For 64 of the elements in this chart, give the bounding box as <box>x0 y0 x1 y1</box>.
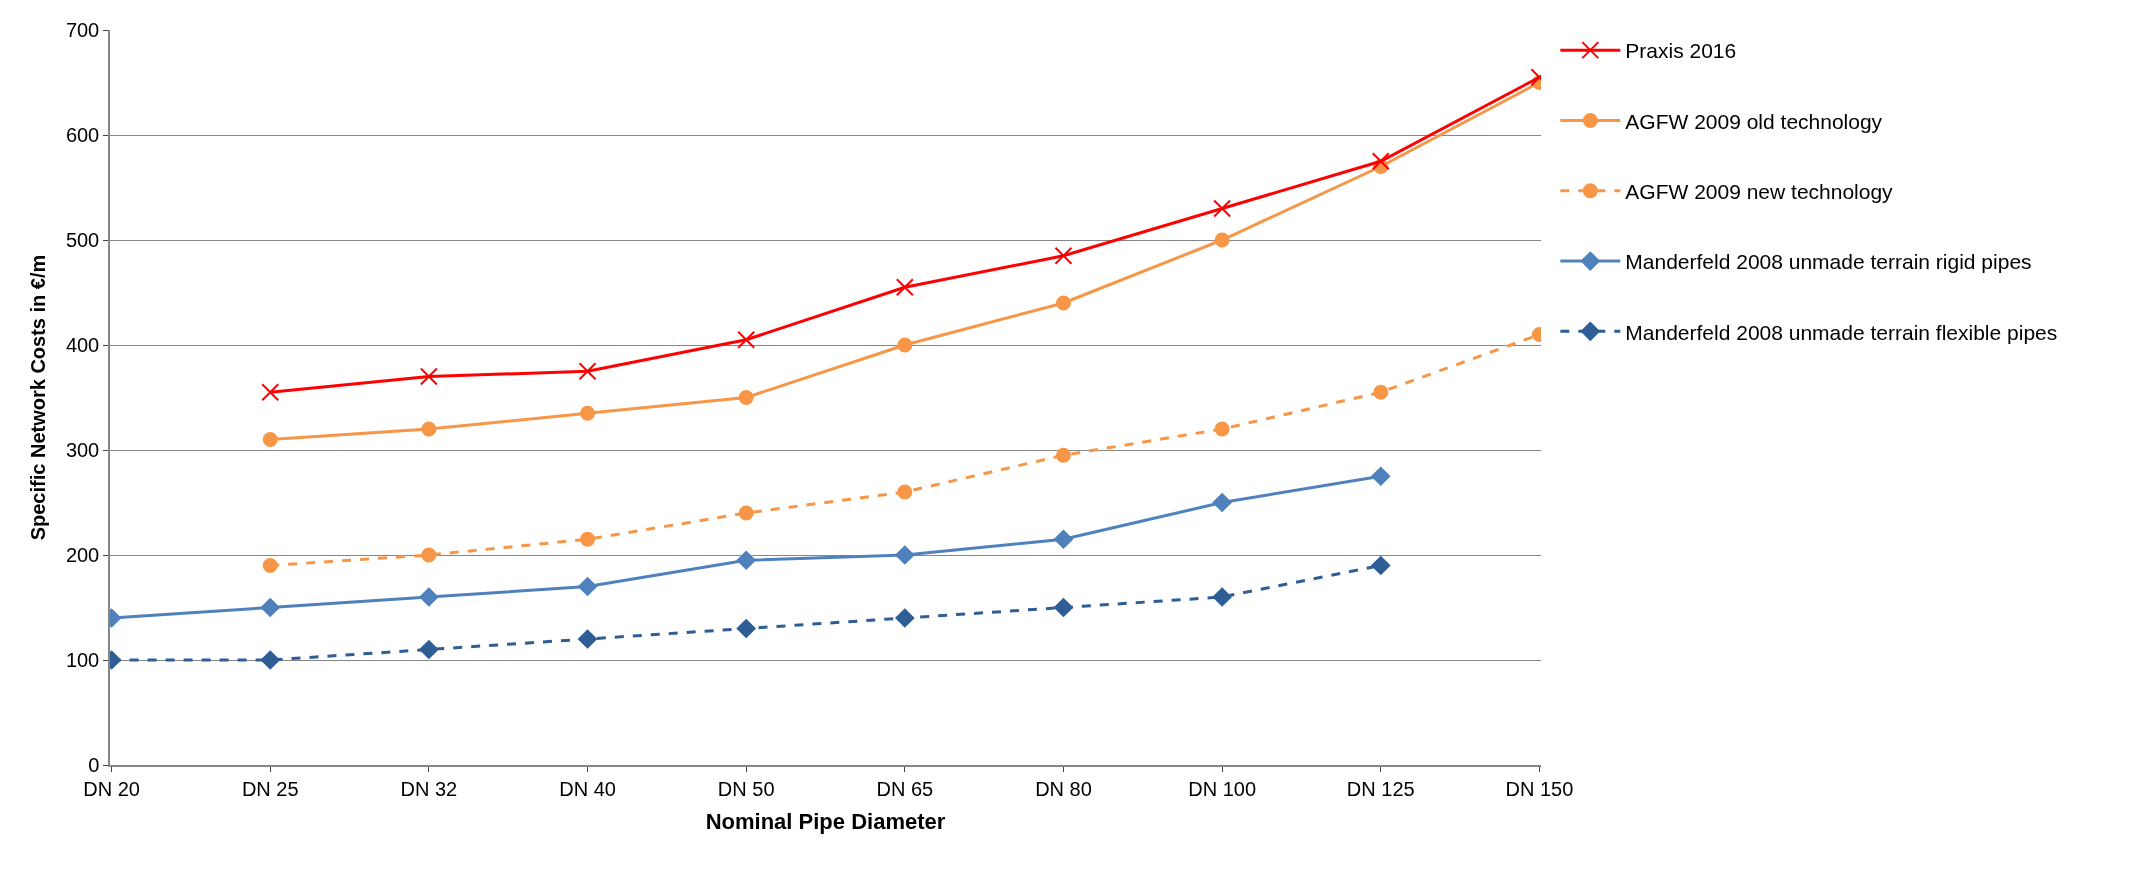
y-tick-label: 0 <box>88 754 100 776</box>
x-tick-label: DN 125 <box>1346 777 1415 800</box>
x-tick-label: DN 150 <box>1505 777 1574 800</box>
point <box>1213 199 1232 218</box>
point <box>737 330 756 349</box>
point <box>1214 421 1230 437</box>
x-axis-title: Nominal Pipe Diameter <box>705 809 946 835</box>
y-tick-label: 400 <box>65 334 100 356</box>
point <box>1214 232 1230 248</box>
legend-label: AGFW 2009 new technology <box>1625 179 1894 203</box>
point <box>738 390 754 405</box>
x-tick-label: DN 40 <box>559 777 616 800</box>
point <box>1373 384 1389 400</box>
x-tick-label: DN 80 <box>1035 777 1092 800</box>
point <box>736 619 756 638</box>
point <box>419 640 439 659</box>
legend-label: Manderfeld 2008 unmade terrain rigid pipes <box>1625 250 2032 274</box>
point <box>261 383 280 402</box>
point <box>736 550 756 570</box>
x-tick-label: DN 32 <box>400 777 458 800</box>
legend-label: Manderfeld 2008 unmade terrain flexible pipes <box>1625 320 2058 344</box>
point <box>895 545 915 565</box>
x-tick-label: DN 50 <box>717 777 775 800</box>
point <box>1212 493 1232 512</box>
y-tick-label: 600 <box>65 124 100 146</box>
point <box>1371 556 1391 575</box>
point <box>578 577 597 596</box>
point <box>1371 466 1391 486</box>
point <box>897 337 913 353</box>
point <box>262 432 278 447</box>
point <box>1054 246 1073 265</box>
point <box>897 484 913 500</box>
point <box>895 278 914 297</box>
y-tick-label: 700 <box>65 19 100 41</box>
point <box>578 629 597 649</box>
point <box>738 505 754 521</box>
point <box>895 608 915 628</box>
legend-label: AGFW 2009 old technology <box>1625 109 1883 133</box>
y-tick-label: 300 <box>65 439 100 461</box>
point <box>580 531 596 547</box>
point <box>260 598 280 617</box>
legend-label: Praxis 2016 <box>1625 39 1737 63</box>
y-tick-label: 100 <box>65 649 100 671</box>
point <box>580 405 596 421</box>
x-tick-label: DN 25 <box>241 777 299 800</box>
point <box>1055 295 1071 311</box>
point <box>421 547 437 563</box>
point <box>1054 529 1073 549</box>
x-tick-label: DN 100 <box>1188 777 1257 800</box>
point <box>1212 587 1232 607</box>
point <box>419 587 439 607</box>
point <box>421 421 437 437</box>
point <box>260 650 280 670</box>
y-axis-title: Specific Network Costs in €/m <box>26 254 49 541</box>
point <box>578 362 597 381</box>
point <box>419 367 438 386</box>
y-tick-label: 500 <box>65 229 100 251</box>
y-tick-label: 200 <box>65 544 100 566</box>
point <box>1054 598 1073 617</box>
point <box>1371 152 1390 171</box>
x-tick-label: DN 65 <box>876 777 934 800</box>
point <box>262 558 278 573</box>
point <box>1055 447 1071 463</box>
x-tick-label: DN 20 <box>83 777 140 800</box>
